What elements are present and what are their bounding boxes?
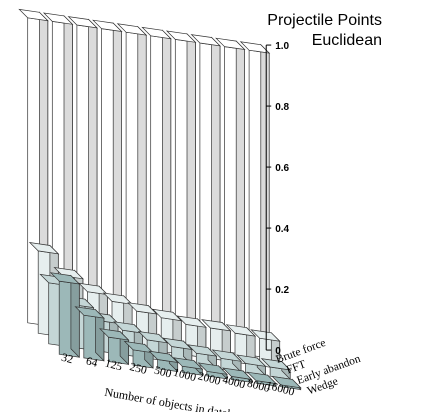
bar-brute-force-16000 <box>239 41 271 359</box>
bar-top-face <box>236 354 267 367</box>
bar-brute-force-4000 <box>190 34 221 352</box>
bar-side-face <box>112 22 122 338</box>
bar-brute-force-1000 <box>141 26 172 345</box>
z-tick-label: 0.6 <box>275 163 289 174</box>
bar-wedge-250 <box>123 340 155 369</box>
bar-top-face <box>260 358 292 371</box>
bar-top-face <box>102 292 134 305</box>
bar-top-face <box>172 357 204 370</box>
chart-title-line-2: Euclidean <box>312 32 382 49</box>
bar-top-face <box>271 375 302 389</box>
chart-title-line-1: Projectile Points <box>267 12 382 29</box>
bar-top-face <box>162 337 193 351</box>
bar-top-face <box>74 306 105 319</box>
z-tick-label: 0.4 <box>275 224 289 235</box>
x-tick-label: 500 <box>153 365 173 381</box>
x-tick-label: 1000 <box>172 367 198 385</box>
bar-top-face <box>99 328 130 341</box>
bar-side-face <box>186 33 196 349</box>
bar-top-face <box>42 12 74 25</box>
bar-brute-force-500 <box>116 23 148 341</box>
bar-top-face <box>18 8 49 22</box>
bar-top-face <box>211 349 242 362</box>
bar-top-face <box>127 302 158 315</box>
bar-top-face <box>225 324 257 337</box>
x-axis-label: Number of objects in database (m) <box>103 385 269 412</box>
bar-top-face <box>215 37 246 50</box>
z-tick-label: 0.8 <box>275 102 289 113</box>
z-tick-label: 0 <box>275 346 281 357</box>
bar-top-face <box>239 41 271 54</box>
bar-wedge-500 <box>148 350 179 373</box>
x-tick-label: 32 <box>60 352 74 367</box>
bar-brute-force-2000 <box>165 30 197 349</box>
bar-brute-force-64 <box>42 12 74 331</box>
bar-top-face <box>176 315 207 328</box>
bar-side-face <box>137 25 147 341</box>
bar-top-face <box>190 34 221 47</box>
bar-side-face <box>260 43 270 359</box>
z-tick-label: 1.0 <box>275 41 289 52</box>
bar-side-face <box>70 274 80 359</box>
bar-wedge-1000 <box>172 357 204 377</box>
bar-top-face <box>137 331 169 344</box>
x-tick-label: 64 <box>85 355 99 370</box>
bar-top-face <box>67 16 98 29</box>
bar-top-face <box>78 282 109 296</box>
bar-top-face <box>222 367 253 380</box>
bar-top-face <box>197 362 228 375</box>
bar-wedge-2000 <box>197 362 228 380</box>
bar-top-face <box>246 371 278 385</box>
bar-top-face <box>92 19 123 32</box>
bar-top-face <box>116 23 148 36</box>
bar-wedge-16000 <box>271 375 302 391</box>
bar-top-face <box>165 30 197 43</box>
bar-wedge-8000 <box>246 371 278 387</box>
bar-top-face <box>53 267 84 280</box>
z-tick-label: 0.2 <box>275 285 289 296</box>
bar-side-face <box>211 36 221 352</box>
bar-top-face <box>49 272 81 285</box>
bar-top-face <box>151 308 183 322</box>
bars-group <box>18 8 302 391</box>
bar-side-face <box>162 29 172 345</box>
bar-brute-force-8000 <box>215 37 246 356</box>
bar-top-face <box>201 319 232 332</box>
bar-top-face <box>113 321 144 334</box>
bar-wedge-32 <box>49 272 81 359</box>
bar-top-face <box>186 344 218 357</box>
bar-top-face <box>141 26 172 40</box>
bar-top-face <box>28 241 60 255</box>
bar-side-face <box>235 40 245 356</box>
x-tick-label: 250 <box>128 361 148 377</box>
x-tick-label: 8000 <box>246 378 272 396</box>
bar-wedge-125 <box>99 328 130 366</box>
bar-top-face <box>148 350 179 364</box>
bar-wedge-4000 <box>222 367 253 384</box>
bar-early-abandon-8000 <box>236 354 267 377</box>
z-axis: 0 0.2 0.4 0.6 0.8 1.0 <box>265 41 290 357</box>
x-tick-label: 2000 <box>196 370 222 388</box>
bar-top-face <box>123 340 155 354</box>
bar-top-face <box>250 329 281 342</box>
bar-brute-force-250 <box>92 19 123 338</box>
x-tick-label: 4000 <box>221 374 247 392</box>
x-tick-label: 125 <box>104 357 124 373</box>
